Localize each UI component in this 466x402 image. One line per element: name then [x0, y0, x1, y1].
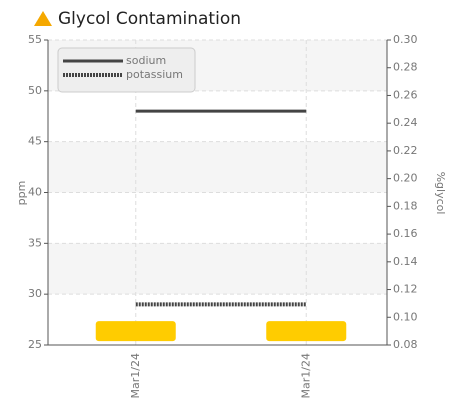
y-tick-label: 45 [28, 135, 42, 148]
y2-tick-label: 0.18 [393, 199, 418, 212]
legend-box [57, 47, 196, 93]
y2-axis-label: %glycol [434, 172, 447, 215]
y2-tick-label: 0.28 [393, 61, 418, 74]
y-tick-label: 30 [28, 287, 42, 300]
legend-label: sodium [126, 54, 166, 67]
grid-band [48, 141, 387, 193]
glycol-marker [95, 321, 176, 342]
y-tick-label: 25 [28, 338, 42, 351]
y2-tick-label: 0.10 [393, 310, 418, 323]
y2-tick-label: 0.12 [393, 283, 418, 296]
x-tick-label: Mar1/24 [299, 353, 312, 398]
grid-band [48, 243, 387, 295]
y2-tick-label: 0.24 [393, 116, 418, 129]
y2-tick-label: 0.08 [393, 338, 418, 351]
y2-tick-label: 0.16 [393, 227, 418, 240]
y2-tick-label: 0.20 [393, 172, 418, 185]
y2-tick-label: 0.22 [393, 144, 418, 157]
y2-tick-label: 0.30 [393, 33, 418, 46]
x-tick-label: Mar1/24 [129, 353, 142, 398]
legend-label: potassium [126, 68, 183, 81]
warning-icon [34, 11, 52, 26]
y-tick-label: 55 [28, 33, 42, 46]
y-tick-label: 50 [28, 84, 42, 97]
chart-title: Glycol Contamination [58, 9, 241, 29]
y2-tick-label: 0.26 [393, 88, 418, 101]
glycol-marker [266, 321, 347, 342]
y-tick-label: 35 [28, 236, 42, 249]
y-tick-label: 40 [28, 186, 42, 199]
y2-tick-label: 0.14 [393, 255, 418, 268]
y-axis-label: ppm [15, 181, 28, 206]
